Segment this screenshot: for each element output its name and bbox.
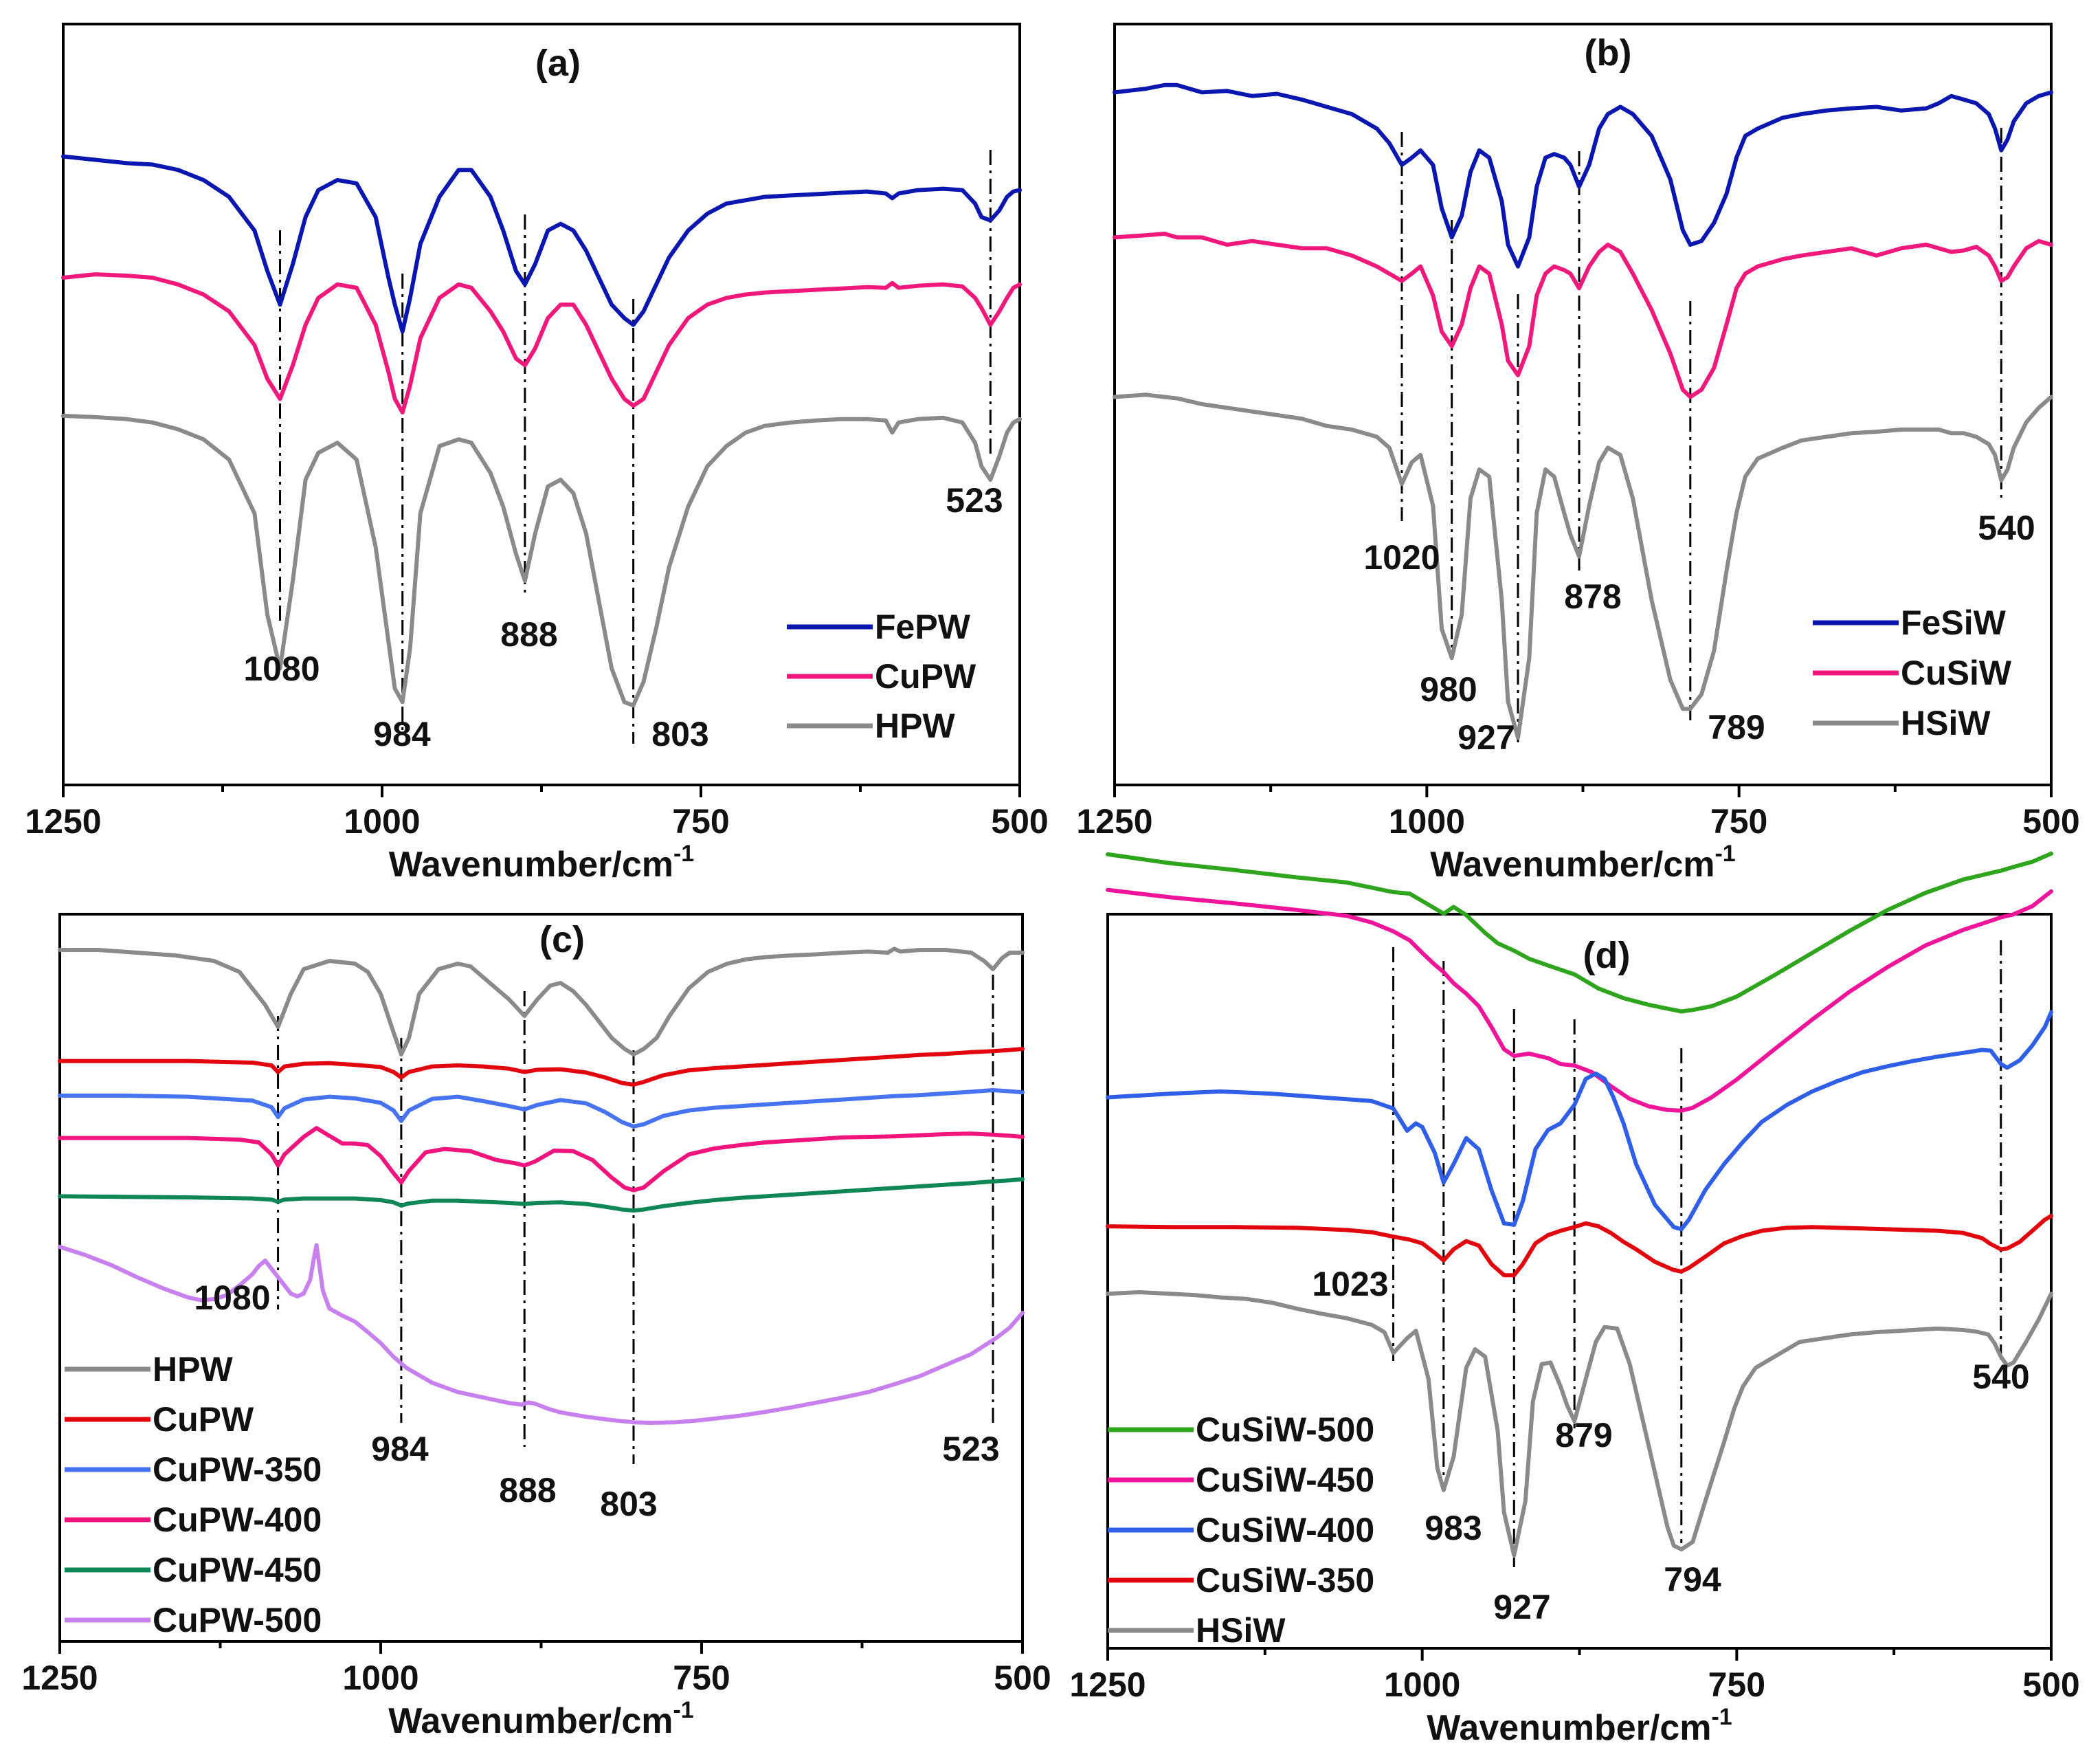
- x-axis-label-text: Wavenumber/cm: [388, 1701, 673, 1741]
- peak-label: 927: [1457, 718, 1515, 757]
- peak-label: 803: [651, 715, 708, 753]
- series-line-hsiw: [1113, 392, 2053, 740]
- x-axis-label-text: Wavenumber/cm: [389, 845, 673, 885]
- legend: FeSiW CuSiW HSiW: [1813, 603, 2012, 742]
- legend-label: CuPW-350: [153, 1450, 322, 1489]
- series-line-fepw: [61, 154, 1022, 334]
- x-tick-label: 1000: [342, 1659, 418, 1697]
- peak-label: 789: [1708, 708, 1765, 746]
- series-line-hsiw: [1106, 1290, 2053, 1558]
- peak-label: 927: [1493, 1588, 1550, 1626]
- series-line-fesiw: [1113, 82, 2053, 269]
- peak-label: 523: [946, 481, 1003, 520]
- x-axis-label-superscript: -1: [673, 1697, 693, 1723]
- series-line-cupw-500: [58, 1243, 1025, 1425]
- legend-label: FePW: [875, 608, 971, 646]
- legend-label: HPW: [153, 1350, 233, 1388]
- x-tick-label: 750: [672, 802, 729, 841]
- x-tick-label: 500: [991, 802, 1048, 841]
- peak-label: 888: [499, 1471, 556, 1509]
- chart-panel-b: 1250 1000 750 500 Wavenumber/cm-1 (b) 1020 980 9…: [1076, 23, 2080, 885]
- series-line-cusiw-500: [1106, 851, 2053, 1014]
- x-tick-label: 500: [994, 1659, 1051, 1697]
- x-tick-label: 1000: [1389, 802, 1465, 841]
- peak-label: 980: [1420, 670, 1477, 709]
- x-tick-label: 1250: [21, 1659, 98, 1697]
- peak-label: 523: [942, 1430, 999, 1468]
- legend-label: CuSiW-350: [1196, 1561, 1374, 1599]
- legend-label: HSiW: [1196, 1611, 1286, 1650]
- series-line-cusiw-400: [1106, 1010, 2053, 1232]
- peak-label: 1080: [194, 1278, 270, 1317]
- legend-label: HSiW: [1901, 704, 1991, 742]
- x-axis-label: Wavenumber/cm-1: [389, 841, 694, 885]
- series-line-cupw-400: [58, 1126, 1025, 1193]
- x-axis-label-superscript: -1: [1714, 841, 1735, 867]
- legend-label: CuSiW-400: [1196, 1511, 1374, 1549]
- peak-label: 983: [1425, 1509, 1482, 1547]
- legend-label: CuSiW-500: [1196, 1410, 1374, 1449]
- legend: CuSiW-500 CuSiW-450 CuSiW-400 CuSiW-350 HSiW: [1108, 1410, 1374, 1650]
- panel-title: (b): [1585, 32, 1632, 74]
- chart-panel-d: 1250 1000 750 500 Wavenumber/cm-1 (d) 1023 983 9…: [1069, 851, 2080, 1748]
- x-tick-label: 500: [2022, 1665, 2079, 1704]
- x-tick-label: 1000: [344, 802, 420, 841]
- x-tick-label: 750: [1708, 1665, 1765, 1704]
- peak-label: 540: [1972, 1358, 2029, 1396]
- series-line-cusiw: [1113, 232, 2053, 399]
- x-axis-label-text: Wavenumber/cm: [1430, 845, 1714, 885]
- x-axis-label: Wavenumber/cm-1: [1427, 1704, 1732, 1748]
- legend-label: CuPW: [875, 657, 976, 696]
- x-tick-label: 750: [1710, 802, 1767, 841]
- series-line-cupw: [58, 1047, 1025, 1087]
- series-line-cupw-450: [58, 1177, 1025, 1213]
- peak-label: 984: [371, 1430, 429, 1468]
- x-axis-label-superscript: -1: [1711, 1704, 1732, 1730]
- peak-label: 984: [373, 715, 431, 753]
- legend-label: CuSiW: [1901, 654, 2012, 692]
- panel-title: (a): [535, 43, 581, 84]
- legend-label: CuPW-400: [153, 1500, 322, 1539]
- x-tick-label: 750: [673, 1659, 730, 1697]
- legend-label: HPW: [875, 707, 955, 745]
- series-line-hpw: [58, 946, 1025, 1056]
- chart-panel-a: 1250 1000 750 500 Wavenumber/cm-1 (a) 1080 984 8…: [25, 23, 1049, 885]
- panel-title: (d): [1583, 935, 1631, 976]
- x-axis-label-text: Wavenumber/cm: [1427, 1708, 1711, 1748]
- x-axis-label: Wavenumber/cm-1: [1430, 841, 1735, 885]
- peak-label: 888: [500, 615, 557, 654]
- legend-label: CuSiW-450: [1196, 1461, 1374, 1499]
- x-tick-label: 1250: [1069, 1665, 1146, 1704]
- chart-panel-c: 1250 1000 750 500 Wavenumber/cm-1 (c) 1080 984 8…: [21, 913, 1051, 1741]
- series-line-cupw-350: [58, 1088, 1025, 1129]
- series-line-cusiw-450: [1106, 887, 2053, 1113]
- x-tick-label: 1250: [1076, 802, 1152, 841]
- series-line-cusiw-350: [1106, 1214, 2053, 1278]
- peak-label: 1023: [1312, 1265, 1388, 1303]
- peak-label: 794: [1664, 1560, 1721, 1599]
- legend-label: FeSiW: [1901, 603, 2007, 642]
- peak-label: 878: [1564, 577, 1621, 616]
- legend: HPW CuPW CuPW-350 CuPW-400 CuPW-450 CuPW-500: [65, 1350, 322, 1639]
- x-axis-label: Wavenumber/cm-1: [388, 1697, 693, 1741]
- panel-title: (c): [539, 919, 585, 960]
- peak-label: 1080: [243, 650, 320, 688]
- series-line-cupw: [61, 272, 1022, 414]
- series-line-hpw: [61, 413, 1022, 708]
- x-tick-label: 500: [2022, 802, 2079, 841]
- peak-label: 879: [1555, 1416, 1612, 1454]
- x-tick-label: 1000: [1384, 1665, 1460, 1704]
- peak-label: 803: [600, 1485, 657, 1523]
- peak-label: 540: [1978, 509, 2035, 547]
- legend-label: CuPW: [153, 1400, 254, 1439]
- x-tick-label: 1250: [25, 802, 101, 841]
- peak-label: 1020: [1363, 538, 1440, 577]
- legend: FePW CuPW HPW: [787, 608, 976, 745]
- legend-label: CuPW-500: [153, 1601, 322, 1639]
- legend-label: CuPW-450: [153, 1551, 322, 1589]
- x-axis-label-superscript: -1: [673, 841, 694, 867]
